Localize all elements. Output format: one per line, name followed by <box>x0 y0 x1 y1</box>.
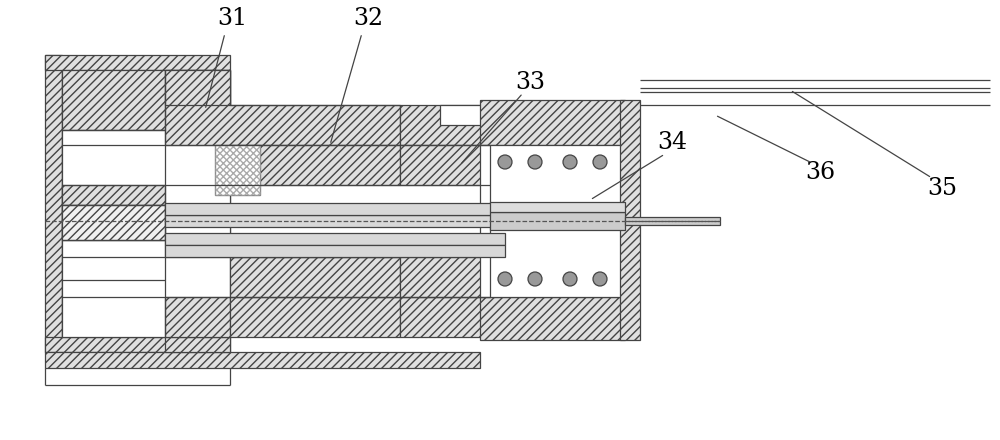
Circle shape <box>593 155 607 169</box>
Polygon shape <box>62 70 230 130</box>
Polygon shape <box>480 100 625 145</box>
Bar <box>620 100 640 340</box>
Polygon shape <box>165 70 230 105</box>
Polygon shape <box>230 145 400 185</box>
Circle shape <box>593 272 607 286</box>
Polygon shape <box>400 297 490 337</box>
Circle shape <box>528 155 542 169</box>
Polygon shape <box>45 352 480 368</box>
Bar <box>490 202 625 212</box>
Bar <box>165 203 505 215</box>
Circle shape <box>528 272 542 286</box>
Bar <box>62 130 230 337</box>
Text: 36: 36 <box>805 161 835 183</box>
Polygon shape <box>45 55 230 70</box>
Polygon shape <box>165 297 230 337</box>
Text: 35: 35 <box>927 176 957 199</box>
Bar <box>490 102 625 300</box>
Text: 31: 31 <box>217 7 247 29</box>
Circle shape <box>563 272 577 286</box>
Polygon shape <box>400 105 490 145</box>
Circle shape <box>498 155 512 169</box>
Polygon shape <box>62 205 165 240</box>
Bar <box>62 205 165 240</box>
Bar <box>165 245 505 257</box>
Circle shape <box>563 155 577 169</box>
Polygon shape <box>45 55 62 352</box>
Bar <box>625 217 720 225</box>
Polygon shape <box>165 70 400 145</box>
Text: 32: 32 <box>353 7 383 29</box>
Bar <box>165 233 505 245</box>
Polygon shape <box>45 337 230 352</box>
Polygon shape <box>400 257 490 297</box>
Polygon shape <box>400 145 490 185</box>
Polygon shape <box>62 185 165 205</box>
Text: 34: 34 <box>657 131 687 154</box>
Polygon shape <box>230 257 400 297</box>
Text: 33: 33 <box>515 70 545 94</box>
Polygon shape <box>165 337 230 352</box>
Bar <box>165 215 505 227</box>
Bar <box>490 212 625 230</box>
Bar <box>480 145 625 297</box>
Polygon shape <box>215 145 260 195</box>
Polygon shape <box>480 297 625 340</box>
Polygon shape <box>230 297 400 337</box>
Circle shape <box>498 272 512 286</box>
Polygon shape <box>440 105 490 125</box>
